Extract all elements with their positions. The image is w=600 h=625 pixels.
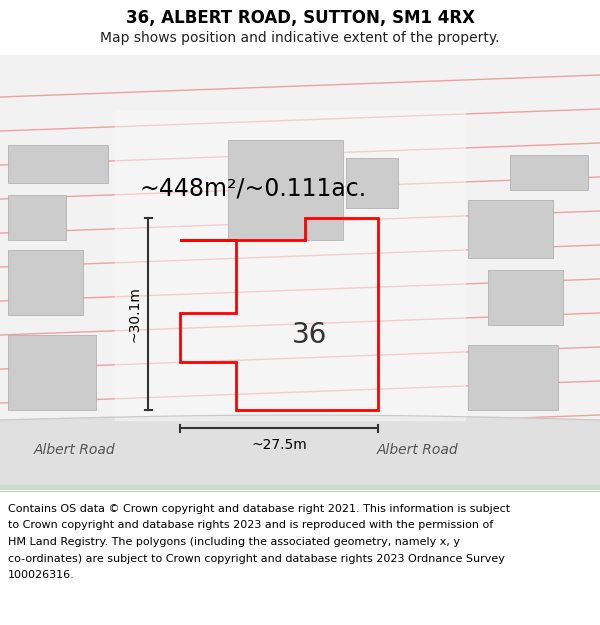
Bar bbox=[8, 250, 83, 315]
Text: co-ordinates) are subject to Crown copyright and database rights 2023 Ordnance S: co-ordinates) are subject to Crown copyr… bbox=[8, 554, 505, 564]
Bar bbox=[468, 200, 553, 258]
Bar bbox=[346, 158, 398, 208]
Text: to Crown copyright and database rights 2023 and is reproduced with the permissio: to Crown copyright and database rights 2… bbox=[8, 521, 493, 531]
Bar bbox=[0, 0, 600, 55]
Bar bbox=[8, 335, 96, 410]
Bar bbox=[0, 485, 600, 490]
Text: Albert Road: Albert Road bbox=[34, 443, 116, 457]
Text: Albert Road: Albert Road bbox=[377, 443, 459, 457]
Text: ~448m²/~0.111ac.: ~448m²/~0.111ac. bbox=[140, 176, 367, 200]
Text: 36, ALBERT ROAD, SUTTON, SM1 4RX: 36, ALBERT ROAD, SUTTON, SM1 4RX bbox=[125, 9, 475, 27]
Text: Map shows position and indicative extent of the property.: Map shows position and indicative extent… bbox=[100, 31, 500, 45]
Text: ~27.5m: ~27.5m bbox=[251, 438, 307, 452]
Text: 36: 36 bbox=[292, 321, 328, 349]
Bar bbox=[0, 55, 600, 490]
Bar bbox=[228, 140, 343, 240]
Bar bbox=[468, 345, 558, 410]
Text: ~30.1m: ~30.1m bbox=[127, 286, 141, 342]
Bar bbox=[8, 195, 66, 240]
Bar bbox=[488, 270, 563, 325]
Bar bbox=[8, 145, 108, 183]
Text: 100026316.: 100026316. bbox=[8, 570, 75, 580]
Bar bbox=[115, 110, 465, 420]
Bar bbox=[510, 155, 588, 190]
Text: Contains OS data © Crown copyright and database right 2021. This information is : Contains OS data © Crown copyright and d… bbox=[8, 504, 510, 514]
Text: HM Land Registry. The polygons (including the associated geometry, namely x, y: HM Land Registry. The polygons (includin… bbox=[8, 537, 460, 547]
